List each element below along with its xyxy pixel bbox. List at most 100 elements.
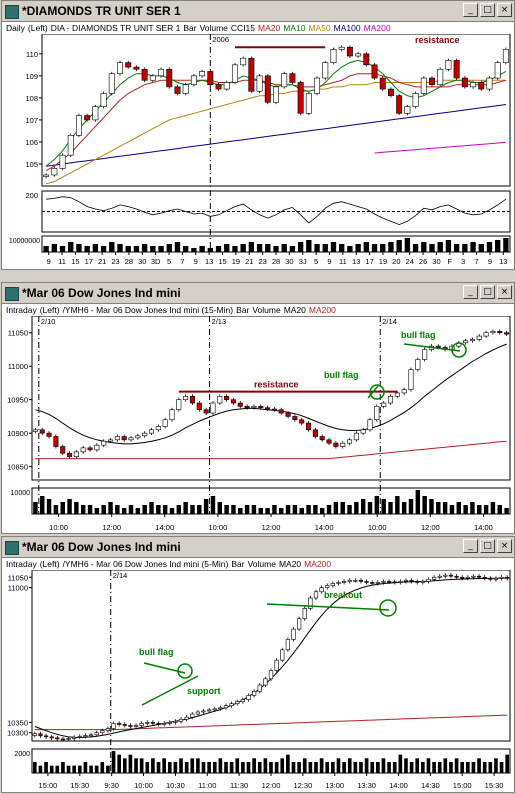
minimize-button[interactable]: _	[463, 3, 478, 17]
x-tick-label: 23	[258, 257, 266, 266]
maximize-button[interactable]: □	[480, 285, 495, 299]
candle-body	[158, 68, 165, 77]
x-tick-label: 14:00	[474, 523, 493, 532]
candle-body	[274, 659, 279, 671]
candle-body	[325, 585, 330, 588]
candle-body	[167, 722, 172, 724]
close-button[interactable]: ×	[497, 285, 512, 299]
volume-bar	[297, 242, 304, 252]
volume-bar	[482, 762, 487, 773]
candle-body	[502, 49, 509, 63]
minimize-button[interactable]: _	[463, 539, 478, 553]
close-button[interactable]: ×	[497, 3, 512, 17]
candle-body	[72, 736, 77, 739]
candle-body	[105, 728, 111, 731]
candle-body	[305, 93, 312, 114]
volume-bar	[76, 244, 82, 252]
volume-bar	[285, 505, 291, 514]
maximize-button[interactable]: □	[480, 539, 495, 553]
x-tick-label: 30	[285, 257, 293, 266]
x-tick-label: 30	[138, 257, 146, 266]
chart-window-15min: *Mar 06 Dow Jones Ind mini _ □ × Intrada…	[1, 282, 515, 534]
candle-body	[330, 583, 335, 586]
candle-body	[201, 710, 206, 713]
close-button[interactable]: ×	[497, 539, 512, 553]
candle-body	[313, 591, 319, 599]
candle-body	[162, 723, 167, 725]
intraday-5min-chart[interactable]: 10300 10350 11000 11050 2/14 2000 15:00 15:30 9:…	[2, 570, 514, 792]
volume-bar	[94, 508, 100, 514]
candle-body	[463, 340, 469, 344]
minimize-button[interactable]: _	[463, 285, 478, 299]
ma20-line	[35, 343, 507, 445]
candle-body	[341, 581, 347, 583]
x-tick-label: 15:00	[39, 781, 58, 790]
legend-item: MA50	[308, 23, 331, 33]
candle-body	[244, 406, 250, 409]
daily-price-chart[interactable]: 105 106 107 108 109 110 2006 200 10000000 9 11 15 17…	[2, 34, 514, 269]
candle-body	[92, 106, 99, 121]
titlebar[interactable]: *Mar 06 Dow Jones Ind mini _ □ ×	[2, 537, 514, 558]
volume-bar	[117, 754, 121, 773]
app-icon	[5, 287, 19, 301]
candle-body	[364, 581, 369, 583]
candle-body	[32, 733, 37, 736]
x-tick-label: 13	[205, 257, 213, 266]
x-tick-label: 11	[339, 257, 347, 266]
volume-bar	[38, 765, 43, 773]
maximize-button[interactable]: □	[480, 3, 495, 17]
candle-body	[470, 82, 477, 88]
volume-bar	[387, 762, 391, 773]
price-pane	[41, 34, 511, 187]
candle-body	[469, 339, 475, 342]
candle-body	[476, 575, 482, 578]
titlebar[interactable]: *DIAMONDS TR UNIT SER 1 _ □ ×	[2, 1, 514, 22]
volume-bar	[364, 758, 369, 773]
legend-item: MA100	[333, 23, 361, 33]
candle-body	[39, 429, 45, 434]
legend-item: MA20	[258, 23, 281, 33]
volume-bar	[306, 505, 311, 514]
intraday-15min-chart[interactable]: 10850 10900 10950 11000 11050 2/10 2/13 2/14 100…	[2, 316, 514, 533]
ma200-line	[35, 440, 507, 460]
volume-bar	[257, 762, 262, 773]
volume-bar	[40, 496, 45, 514]
legend-item: DIA - DIAMONDS TR UNIT SER 1	[50, 23, 181, 33]
volume-bar	[32, 762, 37, 773]
candle-body	[386, 581, 392, 583]
y-tick-label: 11000	[8, 362, 28, 371]
volume-bar	[108, 502, 113, 514]
volume-bar	[392, 762, 397, 773]
candle-body	[483, 332, 489, 337]
chart-window-5min: *Mar 06 Dow Jones Ind mini _ □ × Intrada…	[1, 536, 515, 793]
x-tick-label: 13:30	[357, 781, 376, 790]
candle-body	[256, 75, 263, 92]
candle-body	[415, 581, 420, 583]
volume-bar	[122, 758, 127, 773]
candle-body	[448, 574, 454, 577]
x-tick-label: 9	[47, 257, 51, 266]
x-tick-label: 10:30	[166, 781, 185, 790]
volume-bar	[395, 496, 400, 514]
volume-bar	[280, 758, 285, 773]
candle-body	[306, 422, 312, 431]
candle-body	[252, 690, 257, 696]
titlebar[interactable]: *Mar 06 Dow Jones Ind mini _ □ ×	[2, 283, 514, 304]
volume-bar	[388, 242, 394, 252]
candle-body	[149, 75, 156, 81]
candle-body	[387, 88, 394, 96]
candle-body	[190, 75, 197, 85]
x-tick-label: 14:00	[389, 781, 408, 790]
candle-body	[471, 575, 476, 578]
candle-body	[162, 419, 168, 427]
volume-bar	[92, 244, 99, 252]
volume-bar	[258, 508, 263, 514]
volume-bar	[415, 490, 421, 514]
candle-body	[278, 409, 284, 414]
volume-bar	[150, 246, 156, 252]
candle-body	[133, 725, 139, 727]
y-tick-label: 11000	[8, 584, 28, 593]
candle-body	[139, 723, 144, 726]
candle-body	[499, 576, 504, 579]
candle-body	[135, 435, 141, 439]
